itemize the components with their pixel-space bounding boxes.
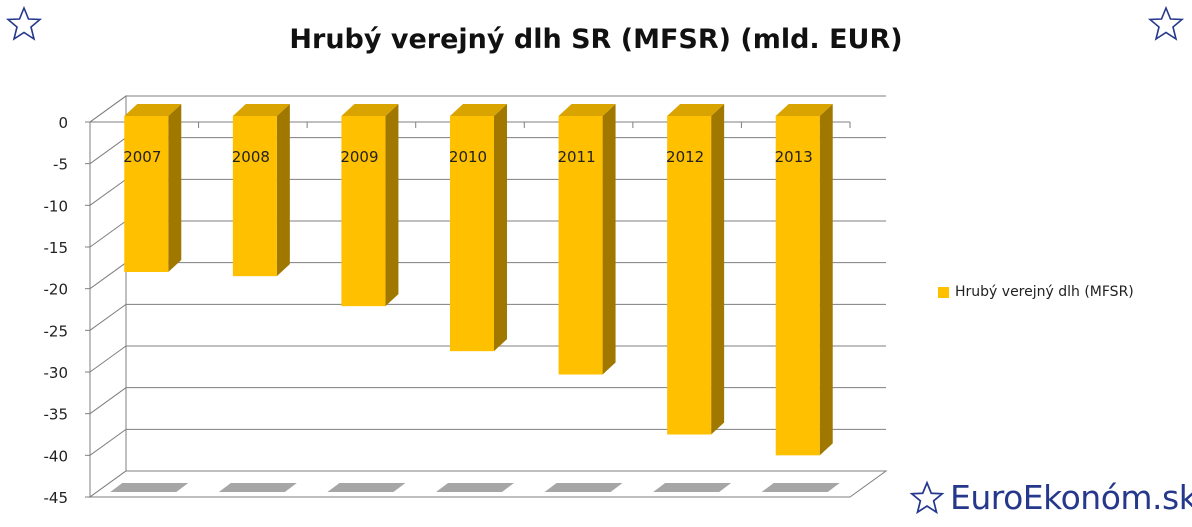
bar-shadow: [327, 483, 406, 492]
bar-shadow: [544, 483, 623, 492]
y-tick-label: -35: [44, 406, 69, 424]
bar-side: [819, 104, 833, 456]
x-tick-label: 2009: [340, 148, 378, 166]
y-tick-label: -25: [44, 322, 69, 340]
bar: [667, 116, 712, 435]
y-tick-label: -5: [53, 156, 68, 174]
side-wall: [89, 95, 127, 498]
bar-top: [124, 104, 182, 116]
y-tick-label: 0: [58, 114, 68, 132]
legend-swatch: [938, 286, 949, 298]
bar: [450, 116, 494, 352]
y-tick-label: -10: [44, 197, 69, 215]
y-tick-label: -30: [44, 364, 69, 382]
bar-shadow: [653, 483, 732, 492]
bar: [232, 116, 277, 277]
bar-shadow: [761, 483, 840, 492]
y-tick-label: -15: [44, 239, 69, 257]
x-tick-label: 2010: [449, 148, 487, 166]
bar-top: [775, 104, 833, 116]
legend: Hrubý verejný dlh (MFSR): [938, 284, 1134, 300]
bar-top: [558, 104, 616, 116]
brand-logo: EuroEkonóm.sk: [908, 478, 1192, 517]
bar-top: [450, 104, 507, 116]
bar: [558, 116, 603, 375]
bar: [775, 116, 820, 456]
gridline: [89, 95, 886, 123]
x-tick-label: 2011: [557, 148, 595, 166]
bar-side: [168, 104, 182, 272]
bar-side: [711, 104, 725, 435]
star-outline-icon: [909, 480, 945, 514]
bar: [124, 116, 169, 272]
gridline: [89, 428, 886, 456]
y-tick-label: -45: [44, 489, 69, 507]
gridline: [89, 387, 886, 415]
y-tick-label: -40: [44, 447, 69, 465]
bar-side: [385, 104, 399, 307]
star-outline-icon: [5, 5, 43, 41]
x-tick-label: 2013: [775, 148, 813, 166]
bar-shadow: [436, 483, 514, 492]
gridline: [89, 345, 886, 373]
y-tick-label: -20: [44, 281, 69, 299]
x-tick-label: 2012: [666, 148, 704, 166]
bar-side: [276, 104, 290, 277]
x-tick-label: 2007: [123, 148, 161, 166]
star-outline-icon: [1147, 5, 1185, 41]
bar-top: [667, 104, 725, 116]
gridline: [89, 303, 886, 331]
bar-side: [602, 104, 616, 375]
x-tick-label: 2008: [232, 148, 270, 166]
chart-title: Hrubý verejný dlh SR (MFSR) (mld. EUR): [289, 24, 903, 55]
bar-side: [494, 104, 507, 352]
bar: [341, 116, 386, 307]
bar-shadow: [218, 483, 297, 492]
brand-text: EuroEkonóm.sk: [950, 478, 1192, 517]
bar-shadow: [110, 483, 189, 492]
legend-label: Hrubý verejný dlh (MFSR): [955, 284, 1134, 300]
bar-top: [341, 104, 399, 116]
bar-top: [232, 104, 290, 116]
